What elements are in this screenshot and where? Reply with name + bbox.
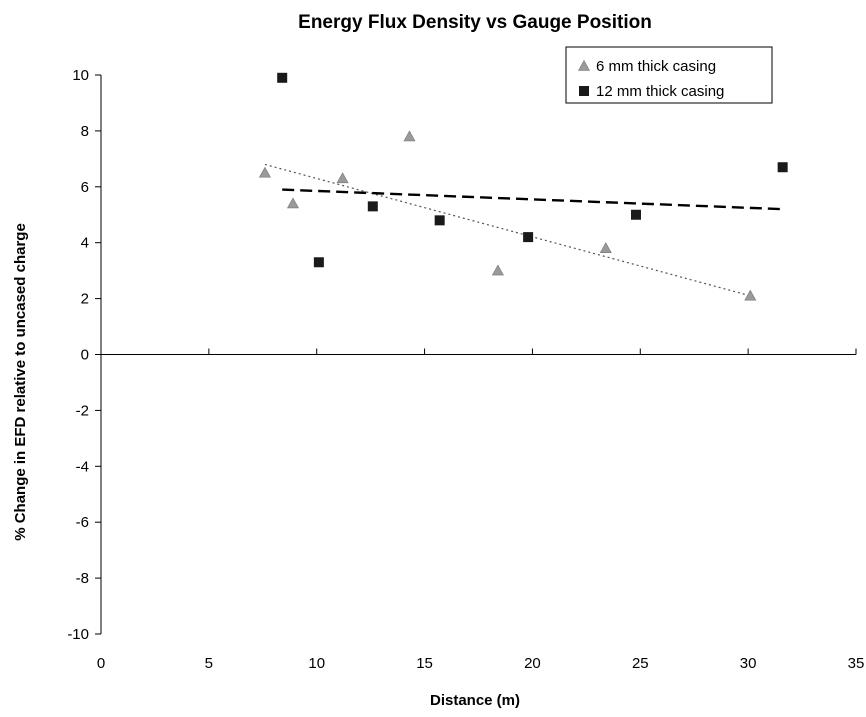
triangle-point [744,289,757,301]
x-tick-label: 5 [205,655,213,672]
y-tick-label: 0 [81,347,89,364]
y-tick-label: -8 [76,570,89,587]
square-point [277,72,288,83]
square-point [523,232,534,243]
triangle-point [258,166,271,178]
data-points [258,72,788,301]
x-tick-label: 35 [848,655,865,672]
legend-label: 6 mm thick casing [596,58,716,75]
y-tick-label: 6 [81,179,89,196]
square-point [777,162,788,173]
y-tick-label: -10 [67,626,89,643]
y-axis-title: % Change in EFD relative to uncased char… [12,223,29,541]
legend-box [565,46,773,104]
triangle-point [286,197,299,209]
y-tick-label: -4 [76,458,89,475]
triangle-point [336,172,349,184]
square-point [434,215,445,226]
square-point [630,209,641,220]
legend: 6 mm thick casing 12 mm thick casing [565,46,773,104]
legend-square-marker [579,86,589,96]
y-tick-label: 4 [81,235,89,252]
y-tick-label: 2 [81,291,89,308]
triangle-point [599,242,612,253]
triangle-point [491,264,504,276]
y-tick-label: -6 [76,514,89,531]
x-tick-label: 30 [740,655,757,672]
square-point [313,257,324,268]
x-tick-label: 25 [632,655,649,672]
trendlines [264,163,783,297]
chart-title: Energy Flux Density vs Gauge Position [298,12,652,33]
legend-label: 12 mm thick casing [596,83,724,100]
trendline-square [282,188,783,211]
x-tick-label: 20 [524,655,541,672]
y-tick-label: -2 [76,402,89,419]
x-tick-label: 10 [308,655,325,672]
triangle-point [403,130,416,142]
x-axis-title: Distance (m) [430,692,520,709]
y-tick-label: 8 [81,123,89,140]
x-tick-label: 15 [416,655,433,672]
x-tick-label: 0 [97,655,105,672]
trendline-triangle [264,163,751,297]
y-tick-label: 10 [72,67,89,84]
legend-triangle-marker [577,59,591,71]
square-point [367,201,378,212]
